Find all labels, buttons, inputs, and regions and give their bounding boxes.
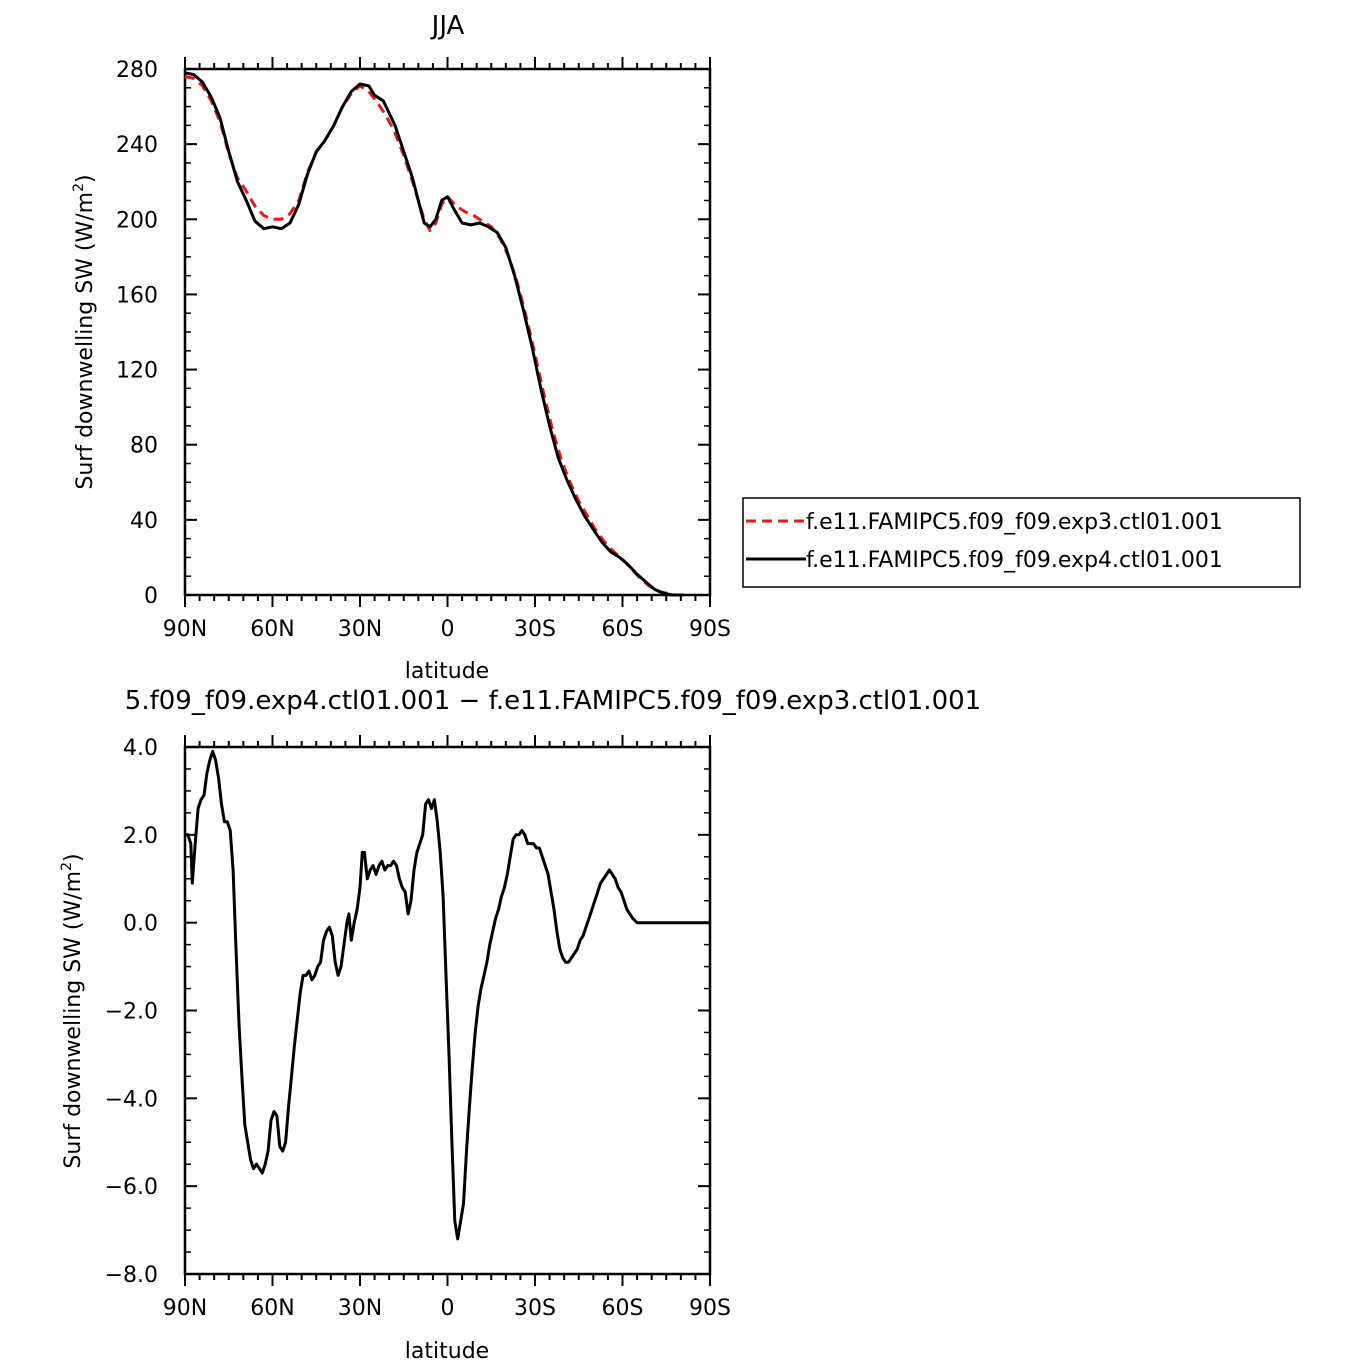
legend-label-exp3: f.e11.FAMIPC5.f09_f09.exp3.ctl01.001: [806, 510, 1223, 535]
chart-bottom-y-axis-label: Surf downwelling SW (W/m2): [59, 853, 86, 1168]
chart-top-x-tick-label: 30S: [514, 617, 556, 642]
legend-frame: [742, 497, 1301, 588]
chart-top-series: [184, 71, 684, 597]
chart-bottom-y-axis-label-close: ): [61, 853, 86, 862]
chart-bottom-x-tick-label: 90S: [689, 1296, 731, 1321]
chart-bottom-x-tick-label: 30S: [514, 1296, 556, 1321]
chart-bottom-x-axis-label: latitude: [405, 1339, 489, 1364]
chart-bottom-y-tick-label: −6.0: [105, 1175, 158, 1200]
chart-bottom-x-tick-label: 0: [441, 1296, 455, 1321]
chart-bottom-x-tick-label: 60N: [250, 1296, 294, 1321]
chart-bottom-y-axis-label-sup: 2: [59, 862, 75, 871]
chart-top-x-tick-label: 0: [441, 617, 455, 642]
chart-top: JJA 90N 60N 30N 0 30S 60S 90S 0 40 80 120 160 200 24…: [71, 11, 1301, 684]
chart-top-y-tick-label: 0: [144, 584, 158, 609]
chart-top-x-tick-label: 90N: [163, 617, 207, 642]
chart-top-y-axis-label-close: ): [73, 174, 98, 183]
chart-top-y-tick-label: 160: [116, 283, 158, 308]
chart-bottom-x-tick-label: 60S: [602, 1296, 644, 1321]
chart-bottom-y-tick-label: 2.0: [123, 824, 158, 849]
chart-top-x-tick-label: 60S: [602, 617, 644, 642]
chart-top-y-tick-label: 120: [116, 359, 158, 384]
chart-top-series-line-0: [184, 75, 684, 597]
chart-top-x-tick-label: 30N: [338, 617, 382, 642]
chart-bottom-series-line-0: [185, 749, 710, 1241]
chart-bottom-y-tick-label: −8.0: [105, 1263, 158, 1288]
chart-top-series-line-1: [184, 71, 684, 597]
chart-bottom-y-tick-label: −2.0: [105, 1000, 158, 1025]
chart-bottom: 5.f09_f09.exp4.ctl01.001 − f.e11.FAMIPC5…: [59, 686, 981, 1364]
chart-top-y-ticks: 0 40 80 120 160 200 240 280: [116, 58, 710, 609]
chart-bottom-x-tick-label: 90N: [163, 1296, 207, 1321]
chart-top-x-axis-label: latitude: [405, 659, 489, 684]
chart-top-x-ticks: 90N 60N 30N 0 30S 60S 90S: [163, 57, 731, 642]
legend-label-exp4: f.e11.FAMIPC5.f09_f09.exp4.ctl01.001: [806, 548, 1223, 573]
chart-top-x-tick-label: 60N: [250, 617, 294, 642]
chart-top-plot-frame: [183, 67, 712, 597]
chart-top-x-tick-label: 90S: [689, 617, 731, 642]
chart-top-y-tick-label: 80: [130, 434, 158, 459]
chart-bottom-y-tick-label: −4.0: [105, 1087, 158, 1112]
chart-top-y-axis-label-sup: 2: [71, 183, 87, 192]
chart-top-y-tick-label: 40: [130, 509, 158, 534]
chart-top-legend: f.e11.FAMIPC5.f09_f09.exp3.ctl01.001 f.e…: [742, 497, 1301, 588]
chart-bottom-x-tick-label: 30N: [338, 1296, 382, 1321]
chart-bottom-y-tick-label: 4.0: [123, 736, 158, 761]
chart-bottom-y-ticks: −8.0 −6.0 −4.0 −2.0 0.0 2.0 4.0: [105, 736, 710, 1288]
chart-top-y-tick-label: 280: [116, 58, 158, 83]
chart-bottom-y-tick-label: 0.0: [123, 912, 158, 937]
chart-top-title: JJA: [430, 11, 465, 41]
chart-top-y-axis-label-main: Surf downwelling SW (W/m: [73, 192, 98, 490]
chart-bottom-title: 5.f09_f09.exp4.ctl01.001 − f.e11.FAMIPC5…: [125, 686, 981, 716]
chart-top-y-axis-label: Surf downwelling SW (W/m2): [71, 174, 98, 489]
chart-top-y-tick-label: 200: [116, 208, 158, 233]
chart-bottom-x-ticks: 90N 60N 30N 0 30S 60S 90S: [163, 735, 731, 1321]
chart-bottom-series: [185, 749, 710, 1241]
chart-top-y-tick-label: 240: [116, 133, 158, 158]
chart-bottom-y-axis-label-main: Surf downwelling SW (W/m: [61, 871, 86, 1169]
